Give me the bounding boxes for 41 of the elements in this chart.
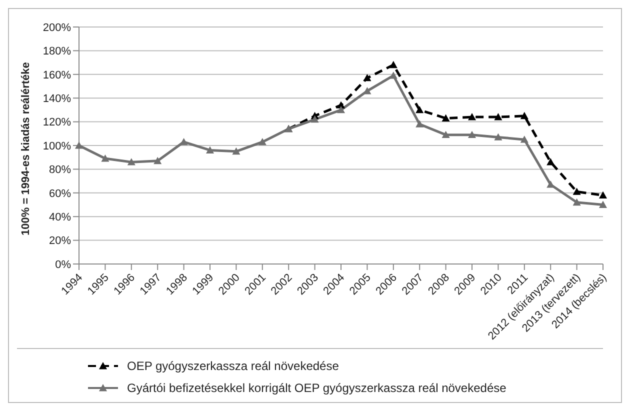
point <box>416 106 424 114</box>
point <box>206 146 214 154</box>
point <box>389 72 398 79</box>
y-tick-label: 160% <box>42 69 72 82</box>
point <box>258 138 266 146</box>
legend-label: OEP gyógyszerkassza reál növekedése <box>127 359 339 373</box>
point <box>232 147 240 155</box>
point <box>599 191 607 198</box>
point <box>154 156 162 164</box>
point <box>468 130 476 138</box>
point <box>494 113 502 120</box>
point <box>494 133 502 140</box>
point <box>389 60 398 68</box>
point <box>310 115 319 123</box>
y-tick-label: 120% <box>42 116 72 129</box>
y-tick-label: 60% <box>48 188 72 200</box>
y-axis-title: 100% = 1994-es kiadás reálértéke <box>20 62 32 236</box>
legend-label: Gyártói befizetésekkel korrigált OEP gyógyszerkassza reál növekedése <box>127 381 506 395</box>
point <box>337 106 345 114</box>
y-tick-label: 200% <box>42 22 72 34</box>
point <box>442 114 450 122</box>
point <box>599 200 607 208</box>
point <box>546 158 555 166</box>
point <box>442 130 450 138</box>
y-tick-label: 140% <box>42 93 72 106</box>
point <box>416 120 424 128</box>
point <box>520 112 528 120</box>
y-tick-label: 80% <box>48 164 72 176</box>
point <box>101 154 110 162</box>
point <box>75 142 83 149</box>
point <box>468 113 476 120</box>
y-tick-label: 100% <box>42 140 72 152</box>
y-tick-label: 20% <box>48 235 72 248</box>
point <box>520 136 528 143</box>
y-tick-label: 40% <box>48 212 72 224</box>
point <box>363 74 372 82</box>
point <box>127 158 136 166</box>
y-tick-label: 180% <box>42 46 72 58</box>
point <box>572 198 581 206</box>
y-tick-label: 0% <box>55 258 72 271</box>
point <box>572 188 581 195</box>
